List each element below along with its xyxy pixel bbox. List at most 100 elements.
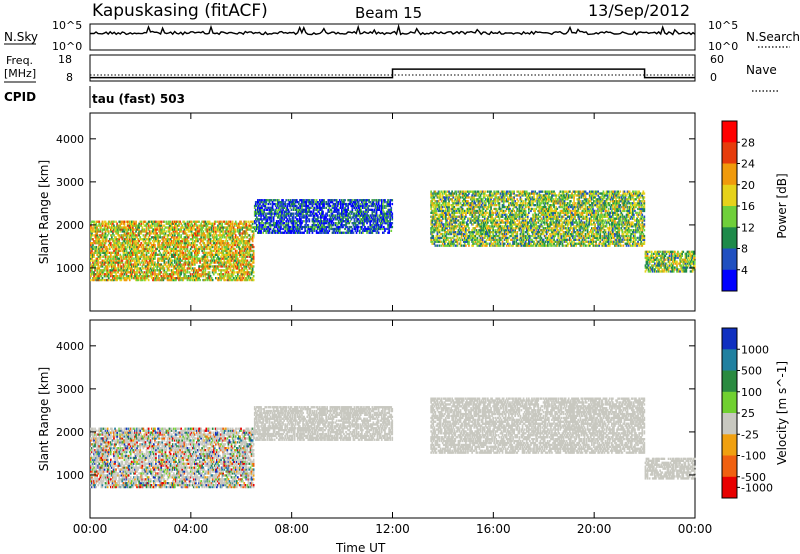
- echo-cell: [131, 240, 133, 243]
- echo-cell: [104, 222, 107, 225]
- echo-cell: [134, 259, 136, 262]
- echo-cell: [131, 265, 133, 268]
- echo-cell: [127, 253, 130, 256]
- echo-cell: [168, 224, 171, 227]
- echo-cell: [110, 234, 112, 237]
- station-title: Kapuskasing (fitACF): [92, 1, 268, 21]
- echo-cell: [148, 247, 151, 251]
- echo-cell: [126, 230, 129, 233]
- echo-cell: [116, 255, 118, 258]
- echo-cell: [199, 273, 201, 276]
- echo-cell: [144, 267, 147, 270]
- echo-cell: [240, 242, 242, 245]
- echo-cell: [135, 226, 137, 229]
- echo-cell: [200, 240, 202, 243]
- echo-cell: [189, 255, 192, 258]
- echo-cell: [96, 275, 98, 278]
- echo-cell: [161, 228, 164, 231]
- echo-cell: [174, 224, 176, 227]
- echo-cell: [200, 275, 202, 278]
- echo-cell: [152, 222, 154, 225]
- echo-cell: [135, 257, 137, 260]
- echo-cell: [159, 224, 161, 227]
- echo-cell: [113, 275, 115, 278]
- echo-cell: [178, 249, 180, 253]
- echo-cell: [129, 228, 132, 231]
- echo-cell: [101, 271, 104, 274]
- echo-cell: [187, 261, 190, 264]
- echo-cell: [149, 238, 152, 241]
- echo-cell: [195, 251, 197, 254]
- echo-cell: [184, 269, 187, 272]
- echo-cell: [92, 234, 94, 237]
- echo-cell: [391, 202, 394, 206]
- echo-cell: [445, 190, 447, 193]
- echo-cell: [150, 271, 153, 274]
- echo-cell: [144, 261, 147, 264]
- echo-cell: [196, 277, 198, 280]
- echo-cell: [192, 243, 195, 247]
- echo-cell: [90, 236, 92, 239]
- echo-cell: [119, 236, 122, 239]
- echo-cell: [103, 269, 106, 272]
- echo-cell: [168, 265, 171, 268]
- echo-cell: [158, 242, 160, 245]
- echo-cell: [176, 259, 178, 262]
- echo-cell: [171, 271, 174, 274]
- echo-cell: [168, 230, 171, 233]
- echo-cell: [90, 224, 92, 227]
- noise-right-tick-bottom: 10^0: [708, 40, 738, 53]
- echo-cell: [125, 257, 128, 260]
- echo-cell: [117, 238, 119, 241]
- echo-cell: [194, 273, 196, 276]
- echo-cell: [147, 243, 150, 247]
- echo-cell: [111, 265, 113, 268]
- echo-cell: [118, 240, 121, 243]
- echo-cell: [176, 249, 178, 253]
- echo-cell: [176, 253, 178, 256]
- echo-cell: [120, 271, 123, 274]
- echo-cell: [135, 230, 137, 233]
- echo-cell: [197, 238, 199, 241]
- echo-cell: [135, 228, 137, 231]
- echo-cell: [132, 275, 134, 278]
- echo-cell: [177, 220, 179, 223]
- echo-cell: [202, 263, 205, 266]
- echo-cell: [203, 278, 206, 282]
- echo-cell: [123, 247, 126, 251]
- echo-cell: [147, 261, 150, 264]
- echo-cell: [200, 269, 202, 272]
- echo-cell: [169, 251, 172, 254]
- echo-cell: [202, 269, 205, 272]
- echo-cell: [101, 232, 104, 235]
- echo-cell: [183, 236, 186, 239]
- echo-cell: [158, 245, 160, 249]
- echo-cell: [181, 259, 184, 262]
- echo-cell: [142, 222, 145, 225]
- echo-cell: [173, 232, 175, 235]
- echo-cell: [103, 278, 106, 282]
- echo-cell: [154, 230, 156, 233]
- echo-cell: [204, 220, 207, 223]
- echo-cell: [148, 245, 151, 249]
- echo-cell: [114, 263, 116, 266]
- echo-cell: [106, 261, 109, 264]
- echo-cell: [95, 257, 97, 260]
- echo-cell: [111, 236, 113, 239]
- echo-cell: [384, 199, 386, 202]
- echo-cell: [97, 273, 100, 276]
- echo-cell: [145, 234, 148, 237]
- echo-cell: [99, 251, 102, 254]
- echo-cell: [102, 243, 105, 247]
- echo-cell: [351, 208, 354, 211]
- echo-cell: [147, 271, 150, 274]
- echo-cell: [121, 230, 124, 233]
- echo-cell: [144, 240, 147, 243]
- echo-cell: [181, 255, 184, 258]
- noise-left-label: N.Sky: [4, 30, 38, 44]
- echo-cell: [137, 251, 139, 254]
- echo-cell: [166, 234, 169, 237]
- echo-cell: [156, 226, 158, 229]
- echo-cell: [132, 240, 134, 243]
